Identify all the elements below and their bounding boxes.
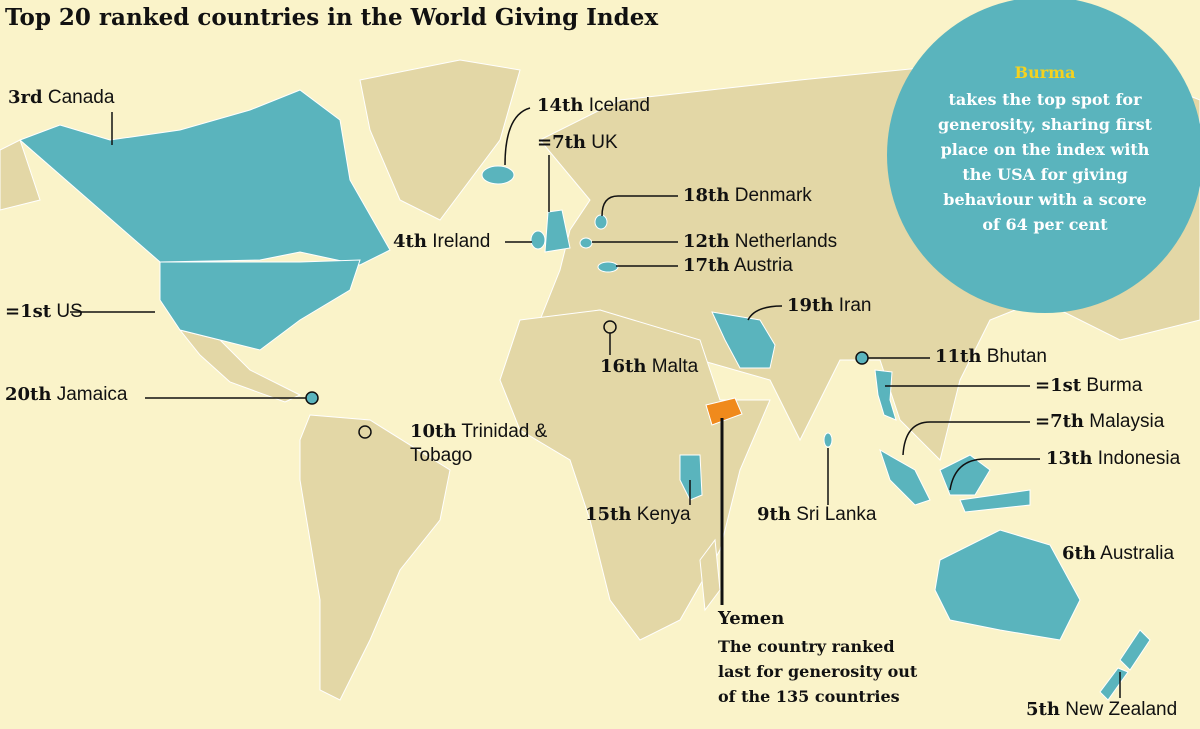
callout-line: place on the index with bbox=[941, 140, 1150, 159]
country-label: =7th Malaysia bbox=[1035, 410, 1164, 434]
yemen-text: The country ranked last for generosity ou… bbox=[718, 637, 918, 706]
callout-line: generosity, sharing first bbox=[938, 115, 1153, 134]
country: Malta bbox=[651, 356, 699, 377]
country-label: 3rd Canada bbox=[8, 86, 114, 110]
callout-line: of 64 per cent bbox=[982, 215, 1108, 234]
country: Sri Lanka bbox=[796, 504, 877, 525]
country: New Zealand bbox=[1065, 699, 1178, 720]
yemen-line: The country ranked bbox=[718, 637, 895, 656]
country: Ireland bbox=[432, 231, 491, 252]
country-label: 12th Netherlands bbox=[683, 230, 837, 254]
rank: 15th bbox=[585, 504, 632, 525]
callout-line: the USA for giving bbox=[962, 165, 1127, 184]
country: Jamaica bbox=[56, 384, 128, 405]
country-label: 6th Australia bbox=[1062, 542, 1174, 566]
callout-line: behaviour with a score bbox=[943, 190, 1146, 209]
rank: 17th bbox=[683, 255, 730, 276]
rank: 20th bbox=[5, 384, 52, 405]
country: Bhutan bbox=[986, 346, 1047, 367]
country-label: 17th Austria bbox=[683, 254, 793, 278]
country-label: 14th Iceland bbox=[537, 94, 650, 118]
rank: =7th bbox=[1035, 411, 1085, 432]
rank: 13th bbox=[1046, 448, 1093, 469]
rank: 9th bbox=[757, 504, 791, 525]
country: US bbox=[56, 301, 83, 322]
country: Indonesia bbox=[1097, 448, 1181, 469]
rank: 5th bbox=[1026, 699, 1060, 720]
country: Iceland bbox=[588, 95, 651, 116]
callout-highlight: Burma bbox=[1015, 63, 1076, 82]
callout-text: takes the top spot for generosity, sharin… bbox=[938, 90, 1153, 234]
rank: 16th bbox=[600, 356, 647, 377]
country-label: 16th Malta bbox=[600, 355, 698, 379]
country: Trinidad & Tobago bbox=[410, 421, 548, 466]
rank: 4th bbox=[393, 231, 427, 252]
rank: 18th bbox=[683, 185, 730, 206]
country-label: 10th Trinidad & Tobago bbox=[410, 420, 550, 468]
rank: =1st bbox=[1035, 375, 1082, 396]
rank: 6th bbox=[1062, 543, 1096, 564]
title: Top 20 ranked countries in the World Giv… bbox=[5, 4, 659, 31]
rank: 19th bbox=[787, 295, 834, 316]
country-label: 4th Ireland bbox=[393, 230, 490, 254]
rank: 11th bbox=[935, 346, 982, 367]
country: Australia bbox=[1100, 543, 1175, 564]
rank: 10th bbox=[410, 421, 457, 442]
rank: =7th bbox=[537, 132, 587, 153]
yemen-line: of the 135 countries bbox=[718, 687, 900, 706]
country: Iran bbox=[838, 295, 872, 316]
country: Denmark bbox=[734, 185, 812, 206]
rank: 3rd bbox=[8, 87, 43, 108]
callout-line: takes the top spot for bbox=[948, 90, 1142, 109]
callout-circle bbox=[887, 0, 1200, 313]
country: Malaysia bbox=[1089, 411, 1165, 432]
country-label: 19th Iran bbox=[787, 294, 871, 318]
country: Burma bbox=[1086, 375, 1143, 396]
country: UK bbox=[591, 132, 618, 153]
country: Netherlands bbox=[734, 231, 838, 252]
country-label: =7th UK bbox=[537, 131, 618, 155]
yemen-shape bbox=[705, 397, 743, 426]
country-label: 15th Kenya bbox=[585, 503, 691, 527]
country: Kenya bbox=[636, 504, 691, 525]
rank: 14th bbox=[537, 95, 584, 116]
leader-lines bbox=[70, 107, 1121, 698]
country-label: 11th Bhutan bbox=[935, 345, 1047, 369]
ranked-countries bbox=[19, 89, 1151, 701]
yemen-line: last for generosity out bbox=[718, 662, 918, 681]
markers bbox=[305, 320, 869, 439]
yemen-title: Yemen bbox=[717, 608, 784, 629]
country-label: 9th Sri Lanka bbox=[757, 503, 877, 527]
country-label: 13th Indonesia bbox=[1046, 447, 1180, 471]
country: Canada bbox=[47, 87, 115, 108]
country-label: 20th Jamaica bbox=[5, 383, 127, 407]
rank: 12th bbox=[683, 231, 730, 252]
country-label: 18th Denmark bbox=[683, 184, 812, 208]
rank: =1st bbox=[5, 301, 52, 322]
country-label: =1st US bbox=[5, 300, 83, 324]
country: Austria bbox=[733, 255, 793, 276]
country-label: =1st Burma bbox=[1035, 374, 1142, 398]
country-label: 5th New Zealand bbox=[1026, 698, 1177, 722]
